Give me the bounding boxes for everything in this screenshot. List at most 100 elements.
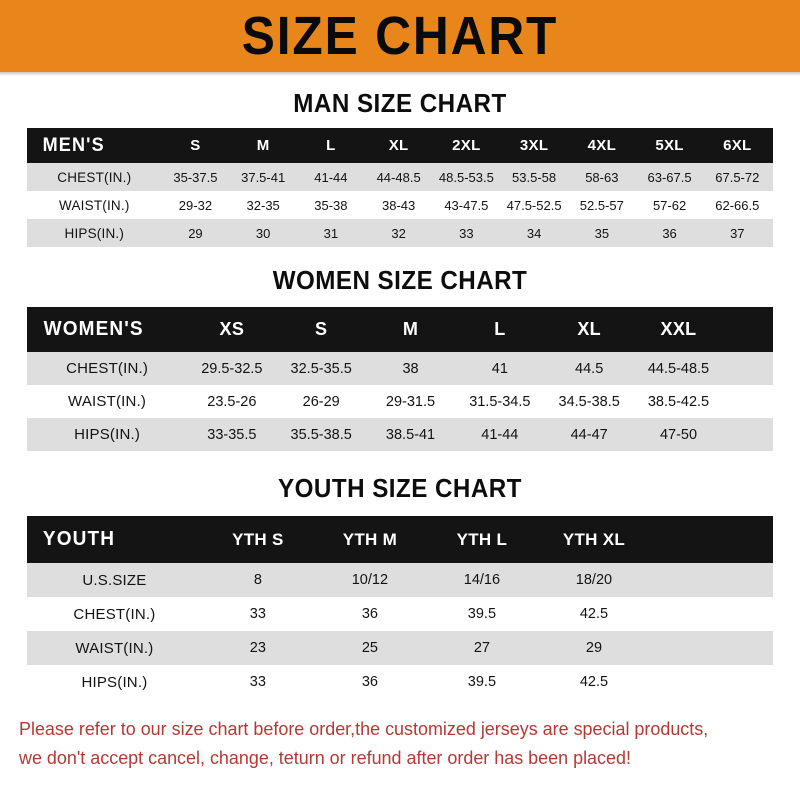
youth-cell-1-3: 14/16 xyxy=(463,572,501,588)
women-cell-2-6: 38.5-42.5 xyxy=(647,393,710,410)
men-cell-1-1: 35-37.5 xyxy=(173,169,218,185)
youth-cell-3-2: 25 xyxy=(361,640,378,656)
men-cell-1-3: 41-44 xyxy=(314,169,348,185)
men-header-row: MEN'S S M L XL 2XL 3XL 4XL 5XL 6XL xyxy=(27,128,773,163)
youth-row-spacer xyxy=(650,631,773,665)
women-column-header-1: XS xyxy=(219,319,245,339)
header-banner: SIZE CHART xyxy=(0,0,800,72)
women-cell-1-5: 44.5 xyxy=(575,360,604,377)
youth-cell-3-1: 23 xyxy=(249,640,266,656)
men-column-header-7: 4XL xyxy=(587,137,617,154)
women-corner-header: WOMEN'S xyxy=(27,307,187,352)
youth-cell-1-4: 18/20 xyxy=(575,572,613,588)
women-column-header-5: XL xyxy=(577,319,601,339)
men-cell-3-1: 29 xyxy=(188,225,203,241)
women-cell-1-4: 41 xyxy=(491,360,508,377)
women-cell-3-5: 44-47 xyxy=(570,426,608,443)
youth-cell-3-4: 29 xyxy=(585,640,603,656)
youth-row-spacer xyxy=(650,665,773,699)
women-cell-3-3: 38.5-41 xyxy=(385,426,436,443)
men-cell-2-2: 32-35 xyxy=(246,197,280,213)
men-column-header-6: 3XL xyxy=(519,137,549,154)
men-cell-2-6: 47.5-52.5 xyxy=(506,197,562,213)
women-cell-2-5: 34.5-38.5 xyxy=(558,393,620,410)
men-cell-2-5: 43-47.5 xyxy=(444,197,489,213)
women-row-label: HIPS(IN.) xyxy=(74,426,141,443)
men-table-row: HIPS(IN.) 29 30 31 32 33 34 35 36 37 xyxy=(27,219,773,247)
men-cell-3-3: 31 xyxy=(323,225,339,241)
women-cell-1-1: 29.5-32.5 xyxy=(201,360,263,377)
women-column-header-2: S xyxy=(315,319,328,339)
men-cell-1-7: 58-63 xyxy=(585,169,619,185)
youth-table-row: CHEST(IN.) 33 36 39.5 42.5 xyxy=(27,597,773,631)
men-cell-1-4: 44-48.5 xyxy=(376,169,421,185)
disclaimer-text: Please refer to our size chart before or… xyxy=(19,699,758,772)
disclaimer-line-1: Please refer to our size chart before or… xyxy=(19,718,709,739)
disclaimer-line-2: we don't accept cancel, change, teturn o… xyxy=(19,746,631,768)
women-cell-2-3: 29-31.5 xyxy=(385,393,436,410)
women-table-row: CHEST(IN.) 29.5-32.5 32.5-35.5 38 41 44.5 44.5… xyxy=(27,352,773,385)
women-cell-3-4: 41-44 xyxy=(481,426,519,443)
men-header-spacer xyxy=(771,128,773,163)
men-cell-2-3: 35-38 xyxy=(314,197,348,213)
youth-cell-2-4: 42.5 xyxy=(579,606,609,622)
men-cell-2-8: 57-62 xyxy=(652,197,687,213)
youth-cell-4-4: 42.5 xyxy=(579,674,609,690)
youth-cell-1-2: 10/12 xyxy=(351,572,389,588)
women-cell-1-6: 44.5-48.5 xyxy=(647,360,710,377)
men-row-spacer xyxy=(771,191,773,219)
men-cell-3-9: 37 xyxy=(730,225,745,241)
youth-row-label: HIPS(IN.) xyxy=(81,673,148,691)
youth-table-row: HIPS(IN.) 33 36 39.5 42.5 xyxy=(27,665,773,699)
women-table-header: WOMEN'S XS S M L XL XXL xyxy=(27,307,773,352)
men-cell-3-2: 30 xyxy=(255,225,271,241)
women-corner-header-label: WOMEN'S xyxy=(43,318,144,340)
youth-column-header-3: YTH L xyxy=(456,529,508,549)
men-cell-1-6: 53.5-58 xyxy=(512,169,557,185)
men-column-header-2: M xyxy=(256,137,270,154)
women-cell-3-6: 47-50 xyxy=(659,426,698,443)
youth-cell-2-1: 33 xyxy=(249,606,266,622)
women-row-spacer xyxy=(723,385,773,418)
men-row-label: HIPS(IN.) xyxy=(64,225,125,241)
banner-shadow-divider xyxy=(0,72,800,76)
women-table-row: WAIST(IN.) 23.5-26 26-29 29-31.5 31.5-34.5 34… xyxy=(27,385,773,418)
women-column-header-4: L xyxy=(494,319,506,339)
youth-cell-4-3: 39.5 xyxy=(467,674,497,690)
youth-corner-header-label: YOUTH xyxy=(42,528,116,550)
men-column-header-9: 6XL xyxy=(723,137,752,154)
youth-table-body: U.S.SIZE 8 10/12 14/16 18/20 CHEST(IN.) 33 36 39… xyxy=(27,563,773,699)
youth-cell-2-3: 39.5 xyxy=(467,606,497,622)
youth-cell-2-2: 36 xyxy=(361,606,378,622)
men-cell-1-8: 63-67.5 xyxy=(647,169,692,185)
women-cell-2-4: 31.5-34.5 xyxy=(469,393,531,410)
men-cell-1-2: 37.5-41 xyxy=(241,169,286,185)
men-cell-3-7: 35 xyxy=(594,225,610,241)
youth-size-section: YOUTH SIZE CHART YOUTH YTH S YTH M YTH L YTH… xyxy=(0,473,800,699)
youth-column-header-2: YTH M xyxy=(342,529,398,549)
women-column-header-3: M xyxy=(402,319,419,339)
men-row-spacer xyxy=(771,163,773,191)
youth-corner-header: YOUTH xyxy=(27,516,202,563)
men-section-title: MAN SIZE CHART xyxy=(293,88,507,118)
youth-cell-4-1: 33 xyxy=(249,674,266,690)
men-row-spacer xyxy=(771,219,773,247)
women-header-spacer xyxy=(723,307,773,352)
women-header-row: WOMEN'S XS S M L XL XXL xyxy=(27,307,773,352)
women-table-body: CHEST(IN.) 29.5-32.5 32.5-35.5 38 41 44.5 44.5… xyxy=(27,352,773,451)
men-size-section: MAN SIZE CHART MEN'S S M L XL 2XL 3XL 4XL 5XL 6XL… xyxy=(0,88,800,247)
women-section-title: WOMEN SIZE CHART xyxy=(272,265,528,295)
women-size-section: WOMEN SIZE CHART WOMEN'S XS S M L XL XXL CHEST… xyxy=(0,265,800,451)
men-cell-3-6: 34 xyxy=(526,225,542,241)
men-cell-1-5: 48.5-53.5 xyxy=(438,169,494,185)
women-cell-1-2: 32.5-35.5 xyxy=(290,360,352,377)
youth-cell-4-2: 36 xyxy=(361,674,378,690)
women-cell-1-3: 38 xyxy=(402,360,419,377)
youth-row-label: WAIST(IN.) xyxy=(75,639,154,657)
women-row-spacer xyxy=(723,352,773,385)
men-table-body: CHEST(IN.) 35-37.5 37.5-41 41-44 44-48.5 48.5… xyxy=(27,163,773,247)
youth-table-row: U.S.SIZE 8 10/12 14/16 18/20 xyxy=(27,563,773,597)
men-table-header: MEN'S S M L XL 2XL 3XL 4XL 5XL 6XL xyxy=(27,128,773,163)
men-cell-3-4: 32 xyxy=(391,225,406,241)
men-corner-header: MEN'S xyxy=(27,128,162,163)
